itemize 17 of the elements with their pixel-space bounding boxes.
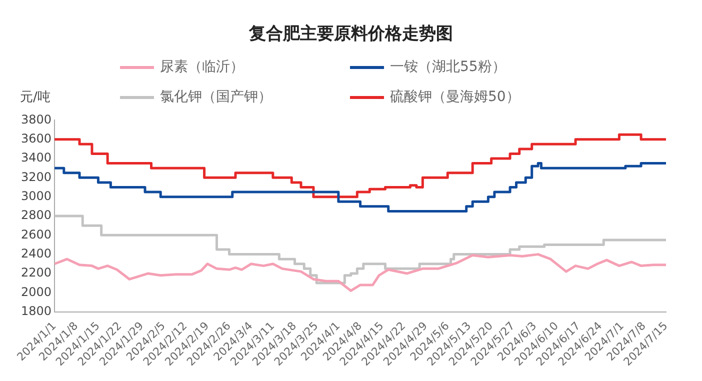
legend-label: 硫酸钾（曼海姆50） (390, 88, 520, 106)
y-tick-label: 3800 (20, 112, 52, 126)
legend-label: 尿素（临沂） (160, 58, 244, 76)
y-tick-label: 2400 (20, 246, 52, 260)
y-tick-label: 3400 (20, 150, 52, 165)
legend-label: 一铵（湖北55粉） (390, 58, 506, 76)
y-tick-label: 2200 (20, 266, 52, 280)
y-tick-label: 3000 (20, 188, 52, 203)
y-tick-label: 2600 (20, 227, 52, 242)
y-tick-label: 3200 (20, 170, 52, 184)
y-tick-label: 2000 (20, 284, 52, 299)
y-tick-label: 3600 (20, 131, 52, 146)
y-tick-label: 1800 (20, 304, 52, 318)
y-axis-title: 元/吨 (20, 89, 50, 106)
y-tick-label: 2800 (20, 208, 52, 222)
legend-label: 氯化钾（国产钾） (160, 88, 272, 106)
chart-title: 复合肥主要原料价格走势图 (248, 23, 454, 45)
